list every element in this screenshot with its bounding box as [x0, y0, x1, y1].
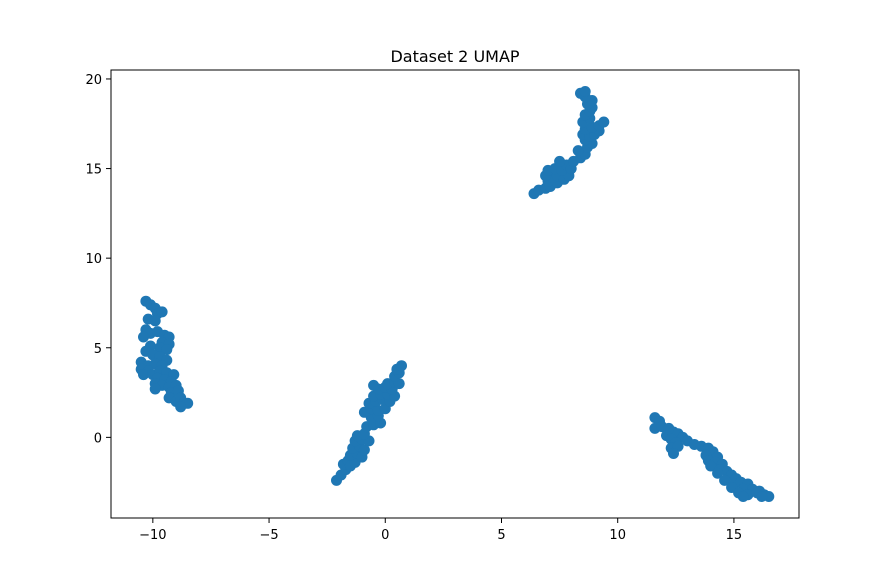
scatter-point	[737, 491, 749, 502]
x-tick-label: 10	[609, 528, 626, 543]
chart-title: Dataset 2 UMAP	[390, 47, 519, 66]
scatter-point	[719, 474, 731, 486]
scatter-point	[668, 448, 679, 459]
y-tick-label: 0	[94, 431, 102, 446]
scatter-point	[358, 444, 370, 456]
scatter-point	[705, 460, 717, 472]
scatter-point	[156, 306, 168, 318]
scatter-point	[712, 467, 724, 479]
y-axis: 0 5 10 15 20	[85, 73, 111, 446]
scatter-points	[135, 86, 775, 502]
x-tick-label: −10	[139, 528, 166, 543]
plot-area-frame	[110, 69, 800, 519]
scatter-point	[138, 331, 149, 343]
x-tick-label: 15	[726, 528, 743, 543]
scatter-point	[554, 155, 566, 167]
scatter-point	[149, 315, 161, 327]
scatter-point	[161, 344, 173, 356]
y-tick-label: 10	[85, 252, 102, 267]
x-tick-label: 0	[381, 528, 389, 543]
scatter-point	[149, 383, 161, 395]
x-axis: −10 −5 0 5 10 15	[139, 518, 742, 543]
scatter-point	[175, 401, 187, 413]
scatter-point	[572, 145, 584, 157]
x-tick-label: 5	[497, 528, 505, 543]
scatter-point	[598, 116, 610, 128]
scatter-point	[396, 360, 407, 372]
y-tick-label: 15	[85, 163, 102, 178]
scatter-point	[368, 379, 380, 391]
scatter-point	[756, 491, 768, 502]
scatter-point	[579, 86, 591, 97]
scatter-point	[138, 369, 149, 381]
y-tick-label: 20	[85, 73, 102, 88]
x-tick-label: −5	[259, 528, 278, 543]
y-tick-label: 5	[94, 342, 102, 357]
